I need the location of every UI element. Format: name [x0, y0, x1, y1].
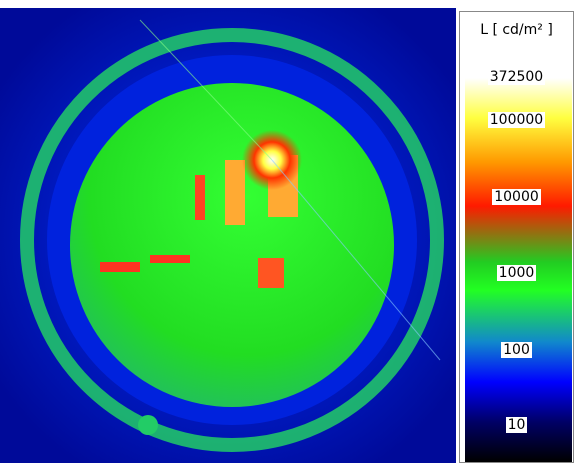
legend-tick: 100000 — [460, 112, 573, 128]
legend-title: L [ cd/m² ] — [480, 22, 553, 38]
tick-label: 10000 — [492, 189, 541, 205]
legend-tick: 100 — [460, 342, 573, 358]
legend-tick: 1000 — [460, 265, 573, 281]
legend-tick: 10000 — [460, 189, 573, 205]
luminance-image — [0, 8, 456, 463]
legend-max: 372500 — [460, 69, 573, 85]
tick-label: 100000 — [487, 112, 546, 128]
color-bar — [465, 62, 572, 462]
tick-label: 100 — [501, 342, 532, 358]
legend-tick: 10 — [460, 417, 573, 433]
label: 372500 — [487, 69, 546, 85]
tick-label: 10 — [505, 417, 528, 433]
color-legend: L [ cd/m² ] 372500 100000 10000 1000 100 10 — [459, 11, 574, 463]
tick-label: 1000 — [496, 265, 537, 281]
